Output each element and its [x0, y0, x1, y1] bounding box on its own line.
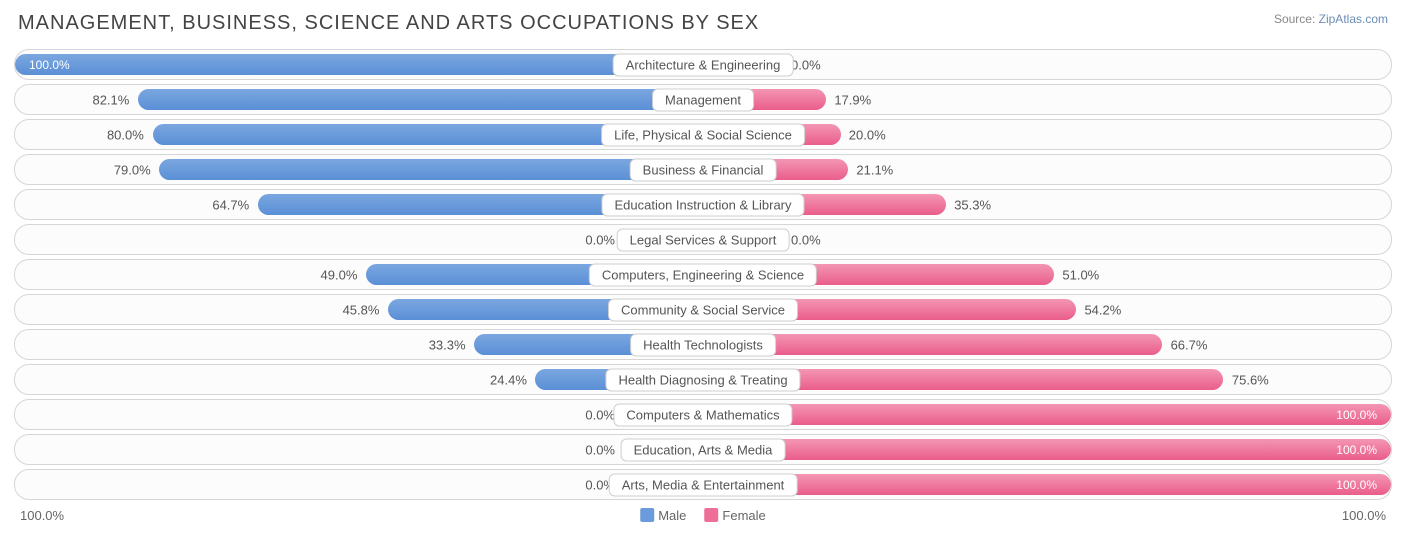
chart-row: 49.0% 51.0% Computers, Engineering & Scien…	[14, 259, 1392, 290]
female-bar	[703, 404, 1391, 425]
female-value: 51.0%	[1062, 267, 1099, 282]
legend: Male Female	[640, 508, 766, 523]
category-label: Legal Services & Support	[617, 228, 790, 251]
legend-female: Female	[704, 508, 765, 523]
male-bar	[138, 89, 703, 110]
axis-left-label: 100.0%	[20, 508, 64, 523]
male-bar	[159, 159, 703, 180]
female-bar	[703, 474, 1391, 495]
female-bar	[703, 439, 1391, 460]
female-value: 21.1%	[856, 162, 893, 177]
category-label: Education, Arts & Media	[621, 438, 786, 461]
x-axis: 100.0% Male Female 100.0%	[14, 504, 1392, 523]
category-label: Life, Physical & Social Science	[601, 123, 805, 146]
female-value: 100.0%	[1336, 408, 1377, 422]
female-value: 35.3%	[954, 197, 991, 212]
female-swatch-icon	[704, 508, 718, 522]
legend-female-label: Female	[722, 508, 765, 523]
female-value: 100.0%	[1336, 443, 1377, 457]
chart-row: 33.3% 66.7% Health Technologists	[14, 329, 1392, 360]
category-label: Arts, Media & Entertainment	[609, 473, 798, 496]
female-value: 0.0%	[791, 57, 821, 72]
category-label: Education Instruction & Library	[601, 193, 804, 216]
male-value: 24.4%	[490, 372, 527, 387]
female-value: 100.0%	[1336, 478, 1377, 492]
male-value: 80.0%	[107, 127, 144, 142]
female-value: 75.6%	[1232, 372, 1269, 387]
category-label: Management	[652, 88, 754, 111]
chart-row: 80.0% 20.0% Life, Physical & Social Scienc…	[14, 119, 1392, 150]
chart-row: 24.4% 75.6% Health Diagnosing & Treating	[14, 364, 1392, 395]
male-value: 82.1%	[92, 92, 129, 107]
category-label: Health Technologists	[630, 333, 776, 356]
legend-male: Male	[640, 508, 686, 523]
source-label: Source:	[1274, 12, 1315, 26]
chart-row: 45.8% 54.2% Community & Social Service	[14, 294, 1392, 325]
category-label: Computers & Mathematics	[613, 403, 792, 426]
female-value: 0.0%	[791, 232, 821, 247]
chart-row: 79.0% 21.1% Business & Financial	[14, 154, 1392, 185]
female-value: 17.9%	[834, 92, 871, 107]
male-swatch-icon	[640, 508, 654, 522]
male-value: 0.0%	[585, 442, 615, 457]
chart-row: 100.0% 0.0%Architecture & Engineering	[14, 49, 1392, 80]
category-label: Health Diagnosing & Treating	[605, 368, 800, 391]
male-value: 49.0%	[321, 267, 358, 282]
female-value: 66.7%	[1171, 337, 1208, 352]
chart-row: 64.7% 35.3% Education Instruction & Librar…	[14, 189, 1392, 220]
source-link[interactable]: ZipAtlas.com	[1319, 12, 1388, 26]
chart-row: 0.0% 0.0%Legal Services & Support	[14, 224, 1392, 255]
chart-row: 82.1% 17.9% Management	[14, 84, 1392, 115]
legend-male-label: Male	[658, 508, 686, 523]
chart-row: 0.0%100.0%Arts, Media & Entertainment	[14, 469, 1392, 500]
category-label: Community & Social Service	[608, 298, 798, 321]
male-value: 79.0%	[114, 162, 151, 177]
category-label: Business & Financial	[630, 158, 777, 181]
male-value: 33.3%	[429, 337, 466, 352]
male-value: 64.7%	[212, 197, 249, 212]
chart-row: 0.0% 100.0% Computers & Mathematics	[14, 399, 1392, 430]
male-value: 100.0%	[29, 58, 70, 72]
chart-row: 0.0% 100.0% Education, Arts & Media	[14, 434, 1392, 465]
category-label: Computers, Engineering & Science	[589, 263, 817, 286]
female-value: 20.0%	[849, 127, 886, 142]
chart-header: MANAGEMENT, BUSINESS, SCIENCE AND ARTS O…	[14, 12, 1392, 35]
female-value: 54.2%	[1084, 302, 1121, 317]
male-value: 0.0%	[585, 232, 615, 247]
diverging-bar-chart: 100.0%0.0%Architecture & Engineering82.1…	[14, 49, 1392, 500]
male-value: 45.8%	[343, 302, 380, 317]
chart-source: Source: ZipAtlas.com	[1274, 12, 1388, 26]
axis-right-label: 100.0%	[1342, 508, 1386, 523]
male-value: 0.0%	[585, 407, 615, 422]
category-label: Architecture & Engineering	[613, 53, 794, 76]
male-bar	[15, 54, 703, 75]
chart-title: MANAGEMENT, BUSINESS, SCIENCE AND ARTS O…	[18, 12, 759, 35]
